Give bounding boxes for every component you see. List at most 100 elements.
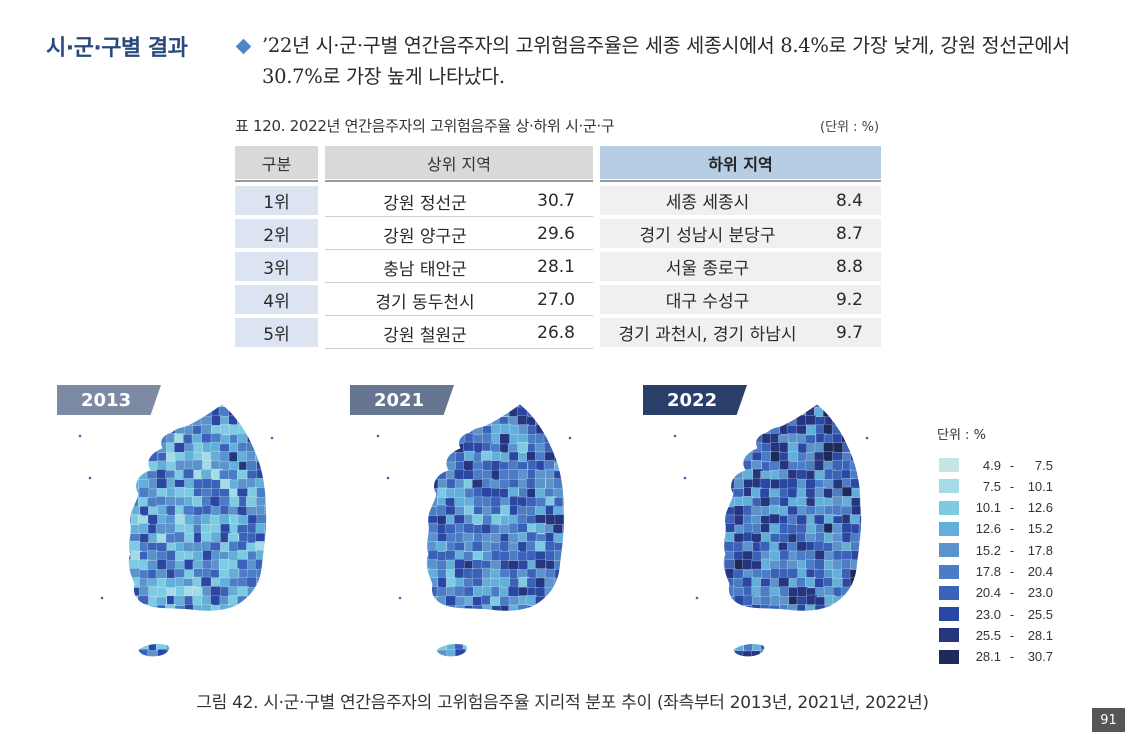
legend-dash: -	[1009, 649, 1015, 665]
bottom-region-cell: 세종 세종시	[600, 186, 815, 217]
header-rule	[600, 180, 881, 182]
rank-cell: 4위	[235, 285, 318, 316]
bottom-value-cell: 9.7	[815, 318, 881, 349]
legend-low: 23.0	[975, 606, 1001, 622]
legend-item: 7.5-10.1	[939, 477, 1059, 495]
top-value-cell: 30.7	[525, 186, 593, 217]
section-title: 시·군·구별 결과	[46, 36, 188, 61]
table-row: 2위 강원 양구군 29.6 경기 성남시 분당구 8.7	[0, 219, 1125, 252]
table-row: 5위 강원 철원군 26.8 경기 과천시, 경기 하남시 9.7	[0, 318, 1125, 351]
top-region-cell: 경기 동두천시	[325, 285, 525, 316]
table-row: 3위 충남 태안군 28.1 서울 종로구 8.8	[0, 252, 1125, 285]
table-header-rank: 구분	[235, 146, 318, 179]
legend-dash: -	[1009, 564, 1015, 579]
table-caption: 표 120. 2022년 연간음주자의 고위험음주율 상·하위 시·군·구	[235, 117, 615, 135]
page-number: 91	[1092, 708, 1125, 732]
header-rule	[235, 180, 318, 182]
legend-high: 15.2	[1027, 521, 1053, 537]
summary-text: ’22년 시·군·구별 연간음주자의 고위험음주율은 세종 세종시에서 8.4%…	[262, 34, 1070, 88]
year-tab-2013: 2013	[57, 385, 161, 415]
legend-high: 12.6	[1027, 500, 1053, 516]
legend-high: 17.8	[1027, 542, 1053, 558]
diamond-bullet-icon	[235, 38, 252, 55]
legend-dash: -	[1009, 500, 1015, 516]
legend-swatch	[939, 564, 959, 579]
bottom-value-cell: 8.7	[815, 219, 881, 250]
legend-swatch	[939, 607, 959, 622]
legend-dash: -	[1009, 627, 1015, 643]
top-value-cell: 29.6	[525, 219, 593, 250]
legend-swatch	[939, 543, 959, 558]
legend-low: 20.4	[975, 585, 1001, 601]
legend-swatch	[939, 479, 959, 494]
bottom-region-cell: 대구 수성구	[600, 285, 815, 316]
legend-dash: -	[1009, 606, 1015, 622]
legend-high: 25.5	[1027, 606, 1053, 622]
legend-low: 15.2	[975, 542, 1001, 558]
legend-item: 4.9- 7.5	[939, 456, 1059, 474]
legend-swatch	[939, 585, 959, 600]
legend-item: 12.6-15.2	[939, 520, 1059, 538]
legend-item: 28.1-30.7	[939, 648, 1059, 666]
legend-item: 15.2-17.8	[939, 541, 1059, 559]
legend-dash: -	[1009, 457, 1015, 473]
top-region-cell: 강원 정선군	[325, 186, 525, 217]
bottom-region-cell: 경기 과천시, 경기 하남시	[600, 318, 815, 349]
legend-swatch	[939, 521, 959, 536]
legend-low: 4.9	[982, 457, 1001, 473]
bottom-region-cell: 서울 종로구	[600, 252, 815, 283]
rank-cell: 5위	[235, 318, 318, 349]
rank-cell: 1위	[235, 186, 318, 217]
year-tab-2022: 2022	[643, 385, 747, 415]
legend-title: 단위 : %	[937, 428, 986, 443]
korea-map-2022	[673, 403, 869, 658]
legend-low: 28.1	[975, 649, 1001, 665]
legend-low: 25.5	[975, 627, 1001, 643]
legend-low: 7.5	[982, 478, 1001, 494]
legend-high: 23.0	[1027, 585, 1053, 601]
legend-item: 23.0-25.5	[939, 605, 1059, 623]
bottom-region-cell: 경기 성남시 분당구	[600, 219, 815, 250]
bottom-value-cell: 8.8	[815, 252, 881, 283]
table-row: 4위 경기 동두천시 27.0 대구 수성구 9.2	[0, 285, 1125, 318]
legend-high: 30.7	[1027, 649, 1053, 665]
korea-map-2013	[78, 403, 274, 658]
legend-item: 25.5-28.1	[939, 626, 1059, 644]
legend-low: 12.6	[975, 521, 1001, 537]
table-unit: (단위 : %)	[820, 120, 880, 135]
bottom-value-cell: 9.2	[815, 285, 881, 316]
korea-map-2021	[376, 403, 572, 658]
legend-swatch	[939, 628, 959, 643]
legend-high: 20.4	[1027, 564, 1053, 579]
top-region-cell: 강원 철원군	[325, 318, 525, 349]
legend-high: 10.1	[1027, 478, 1053, 494]
legend-dash: -	[1009, 542, 1015, 558]
legend-dash: -	[1009, 521, 1015, 537]
top-value-cell: 26.8	[525, 318, 593, 349]
legend-item: 17.8-20.4	[939, 563, 1059, 581]
legend-swatch	[939, 500, 959, 515]
legend-low: 17.8	[975, 564, 1001, 579]
header-rule	[325, 180, 593, 182]
top-region-cell: 강원 양구군	[325, 219, 525, 250]
legend-dash: -	[1009, 585, 1015, 601]
legend-item: 20.4-23.0	[939, 584, 1059, 602]
table-header-top: 상위 지역	[325, 146, 593, 179]
table-row: 1위 강원 정선군 30.7 세종 세종시 8.4	[0, 186, 1125, 219]
legend-high: 7.5	[1034, 457, 1053, 473]
legend-low: 10.1	[975, 500, 1001, 516]
legend-swatch	[939, 458, 959, 472]
legend-high: 28.1	[1027, 627, 1053, 643]
legend-swatch	[939, 649, 959, 664]
rank-cell: 3위	[235, 252, 318, 283]
legend-item: 10.1-12.6	[939, 499, 1059, 517]
legend-dash: -	[1009, 478, 1015, 494]
top-region-cell: 충남 태안군	[325, 252, 525, 283]
figure-caption: 그림 42. 시·군·구별 연간음주자의 고위험음주율 지리적 분포 추이 (좌…	[196, 693, 929, 713]
table-header-bottom: 하위 지역	[600, 146, 881, 179]
rank-cell: 2위	[235, 219, 318, 250]
year-tab-2021: 2021	[350, 385, 454, 415]
top-value-cell: 27.0	[525, 285, 593, 316]
bottom-value-cell: 8.4	[815, 186, 881, 217]
top-value-cell: 28.1	[525, 252, 593, 283]
